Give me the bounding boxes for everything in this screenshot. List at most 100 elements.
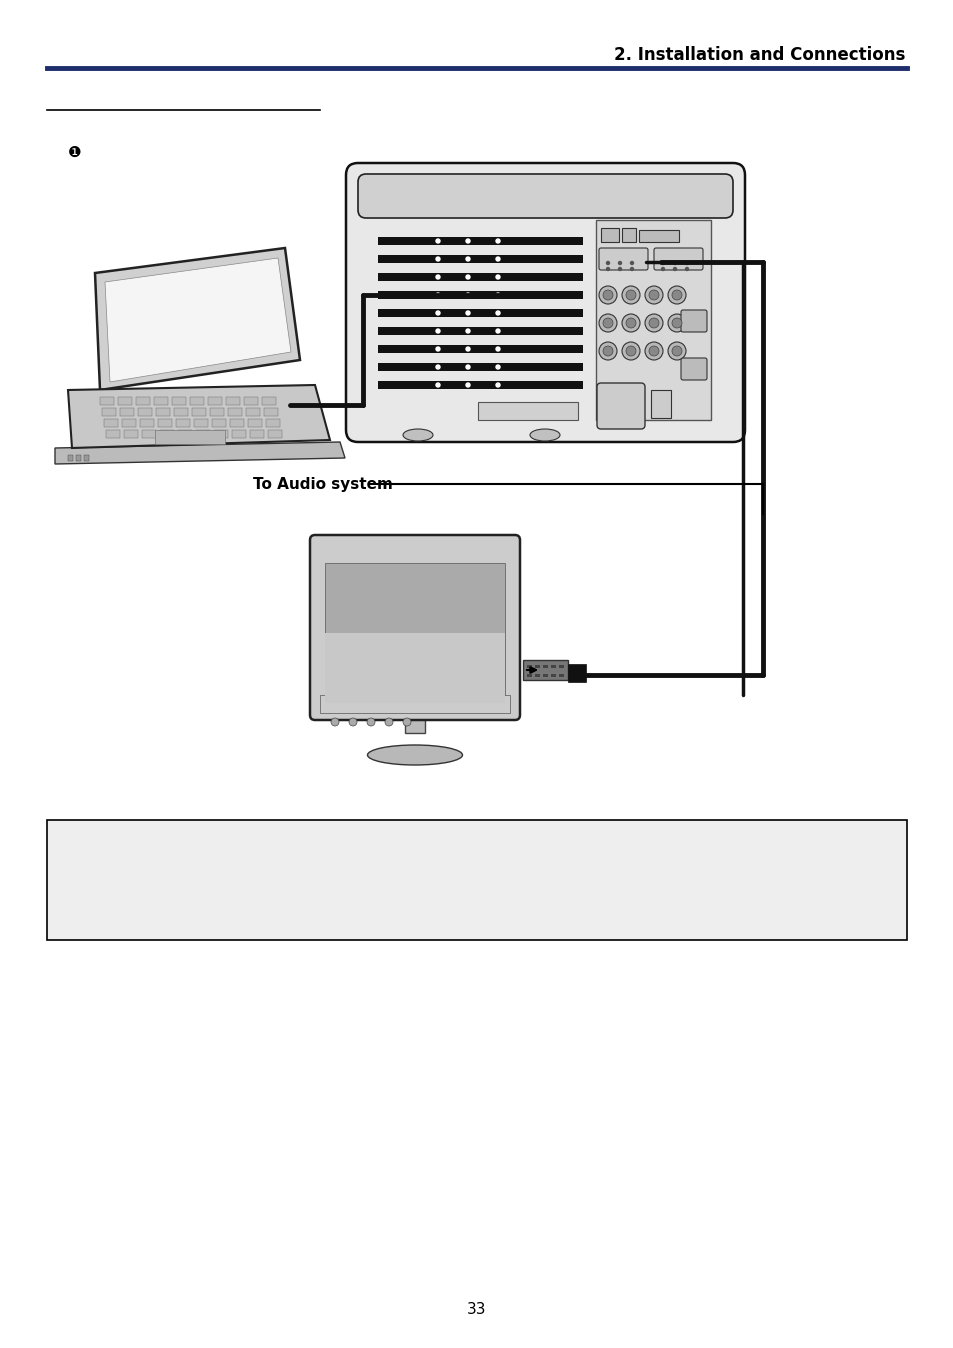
FancyBboxPatch shape [357,174,732,218]
Circle shape [671,290,681,301]
Bar [377,280,582,290]
Circle shape [496,329,499,333]
Circle shape [349,718,356,727]
Polygon shape [190,398,204,404]
FancyBboxPatch shape [310,535,519,720]
Polygon shape [228,408,242,417]
Bar [558,665,563,669]
Polygon shape [172,398,186,404]
Polygon shape [226,398,240,404]
Bar [639,231,679,243]
Circle shape [667,286,685,305]
Bar [377,274,582,280]
Polygon shape [118,398,132,404]
Bar [535,665,539,669]
Circle shape [671,346,681,356]
Bar [47,820,906,940]
Bar [596,220,710,421]
Polygon shape [104,419,118,427]
Circle shape [465,329,470,333]
Circle shape [671,318,681,328]
Bar [542,665,547,669]
Circle shape [496,257,499,262]
Circle shape [465,239,470,243]
Bar [377,299,582,307]
Circle shape [385,718,393,727]
Bar [377,345,582,353]
Circle shape [496,365,499,369]
Circle shape [496,346,499,350]
Bar [377,328,582,336]
Polygon shape [142,430,156,438]
Circle shape [598,286,617,305]
Bar [377,371,582,380]
Circle shape [465,365,470,369]
Circle shape [644,314,662,332]
Polygon shape [106,430,120,438]
FancyBboxPatch shape [598,248,647,270]
Polygon shape [262,398,275,404]
Circle shape [667,314,685,332]
Circle shape [630,262,633,264]
Polygon shape [178,430,192,438]
Circle shape [331,718,338,727]
Bar [526,665,532,669]
Polygon shape [136,398,150,404]
Polygon shape [192,408,206,417]
Polygon shape [246,408,260,417]
Circle shape [602,318,613,328]
Polygon shape [102,408,116,417]
FancyBboxPatch shape [346,163,744,442]
Circle shape [436,293,439,297]
Circle shape [496,275,499,279]
Circle shape [621,342,639,360]
Circle shape [606,262,609,264]
Circle shape [685,262,688,264]
Polygon shape [175,419,190,427]
Circle shape [496,311,499,315]
Circle shape [644,342,662,360]
Bar [377,226,582,236]
Circle shape [606,267,609,271]
Bar [377,363,582,371]
Bar [377,255,582,263]
Bar [319,696,510,713]
Polygon shape [154,430,225,443]
Circle shape [685,267,688,271]
Polygon shape [210,408,224,417]
Ellipse shape [367,745,462,766]
Polygon shape [248,419,262,427]
Circle shape [436,239,439,243]
Circle shape [648,346,659,356]
Circle shape [644,286,662,305]
Circle shape [598,314,617,332]
Polygon shape [266,419,280,427]
Circle shape [621,286,639,305]
Circle shape [625,346,636,356]
Circle shape [496,383,499,387]
Circle shape [465,257,470,262]
Circle shape [648,290,659,301]
Circle shape [436,346,439,350]
Polygon shape [120,408,133,417]
Bar [76,456,81,461]
Polygon shape [173,408,188,417]
Bar [377,317,582,326]
Circle shape [618,267,620,271]
Circle shape [602,346,613,356]
Circle shape [648,318,659,328]
Polygon shape [213,430,228,438]
FancyBboxPatch shape [597,383,644,429]
Polygon shape [55,442,345,464]
Circle shape [660,262,664,264]
Circle shape [436,275,439,279]
Polygon shape [68,386,330,448]
Circle shape [402,718,411,727]
Circle shape [465,346,470,350]
Polygon shape [230,419,244,427]
Ellipse shape [530,429,559,441]
Circle shape [618,262,620,264]
Text: To Audio system: To Audio system [253,476,393,492]
Bar [650,390,670,418]
Polygon shape [122,419,136,427]
